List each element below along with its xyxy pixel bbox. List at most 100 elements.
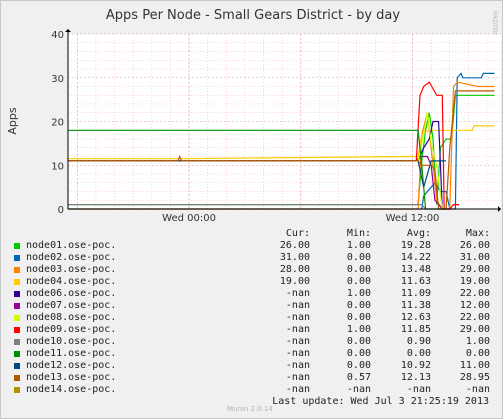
legend-min-value: 0.00 [346, 360, 371, 371]
series-line-node09-ose-poc [68, 81, 460, 210]
legend-node-name: node04.ose-poc. [26, 276, 117, 287]
legend-node-name: node08.ose-poc. [26, 312, 117, 323]
legend-node-name: node09.ose-poc. [26, 324, 117, 335]
series-line-node13-ose-poc [68, 90, 495, 210]
legend-node-name: node06.ose-poc. [26, 288, 117, 299]
legend-avg-value: 12.63 [400, 312, 431, 323]
legend-cur-value: -nan [285, 360, 310, 371]
legend-node-name: node03.ose-poc. [26, 264, 117, 275]
legend-max-value: 31.00 [459, 252, 490, 263]
legend-header: Cur: Min: Avg: Max: [9, 228, 495, 240]
legend-max-value: 28.95 [459, 372, 490, 383]
legend-min-value: 0.57 [346, 372, 371, 383]
legend-min-value: 0.00 [346, 300, 371, 311]
legend-cur-value: -nan [285, 288, 310, 299]
legend-swatch [14, 279, 20, 285]
legend-min-value: 1.00 [346, 240, 371, 251]
legend: Cur: Min: Avg: Max: node01.ose-poc. 26.00… [9, 228, 495, 396]
legend-node-name: node07.ose-poc. [26, 300, 117, 311]
x-tick-label: Wed 12:00 [386, 213, 440, 224]
legend-swatch [14, 327, 20, 333]
legend-cur-value: -nan [285, 336, 310, 347]
legend-cur-value: -nan [285, 300, 310, 311]
legend-max-value: 1.00 [465, 336, 490, 347]
legend-node-name: node13.ose-poc. [26, 372, 117, 383]
header-cur: Cur: [285, 228, 310, 239]
legend-min-value: 0.00 [346, 348, 371, 359]
legend-max-value: 29.00 [459, 264, 490, 275]
legend-node-name: node12.ose-poc. [26, 360, 117, 371]
legend-swatch [14, 303, 20, 309]
legend-max-value: 22.00 [459, 312, 490, 323]
legend-max-value: 19.00 [459, 276, 490, 287]
series-layer [68, 72, 495, 210]
y-tick-label: 0 [58, 205, 64, 216]
legend-avg-value: 12.13 [400, 372, 431, 383]
legend-avg-value: 11.63 [400, 276, 431, 287]
legend-swatch [14, 267, 20, 273]
y-axis-label: Apps [6, 107, 19, 134]
legend-swatch [14, 315, 20, 321]
chart-title: Apps Per Node - Small Gears District - b… [106, 8, 401, 23]
legend-max-value: 26.00 [459, 240, 490, 251]
y-tick-label: 10 [51, 161, 64, 172]
header-min: Min: [346, 228, 371, 239]
legend-avg-value: 19.28 [400, 240, 431, 251]
legend-max-value: 22.00 [459, 288, 490, 299]
legend-row: node01.ose-poc. 26.00 1.00 19.28 26.00 [9, 240, 495, 252]
legend-min-value: 1.00 [346, 288, 371, 299]
axes [65, 29, 501, 212]
y-tick-label: 30 [51, 74, 64, 85]
legend-swatch [14, 339, 20, 345]
legend-cur-value: 28.00 [279, 264, 310, 275]
munin-version: Munin 2.0.14 [227, 405, 273, 413]
y-tick-label: 20 [51, 118, 64, 129]
legend-rows: node01.ose-poc. 26.00 1.00 19.28 26.00 node02… [9, 240, 495, 396]
legend-cur-value: -nan [285, 384, 310, 395]
legend-avg-value: 13.48 [400, 264, 431, 275]
legend-cur-value: 19.00 [279, 276, 310, 287]
legend-cur-value: -nan [285, 324, 310, 335]
legend-node-name: node14.ose-poc. [26, 384, 117, 395]
legend-swatch [14, 351, 20, 357]
legend-avg-value: 0.90 [406, 336, 431, 347]
legend-max-value: 12.00 [459, 300, 490, 311]
legend-row: node11.ose-poc. -nan 0.00 0.00 0.00 [9, 348, 495, 360]
legend-avg-value: 0.00 [406, 348, 431, 359]
legend-cur-value: 26.00 [279, 240, 310, 251]
legend-cur-value: -nan [285, 372, 310, 383]
legend-swatch [14, 243, 20, 249]
x-axis-arrow [498, 206, 501, 212]
x-tick-label: Wed 00:00 [162, 213, 216, 224]
header-avg: Avg: [406, 228, 431, 239]
legend-min-value: 0.00 [346, 336, 371, 347]
legend-row: node14.ose-poc. -nan -nan -nan -nan [9, 384, 495, 396]
legend-cur-value: 31.00 [279, 252, 310, 263]
legend-max-value: 29.00 [459, 324, 490, 335]
legend-row: node03.ose-poc. 28.00 0.00 13.48 29.00 [9, 264, 495, 276]
y-tick-label: 40 [51, 30, 64, 41]
legend-min-value: 1.00 [346, 324, 371, 335]
legend-min-value: -nan [346, 384, 371, 395]
legend-swatch [14, 363, 20, 369]
last-update: Last update: Wed Jul 3 21:25:19 2013 [272, 396, 489, 407]
legend-swatch [14, 255, 20, 261]
legend-avg-value: 11.85 [400, 324, 431, 335]
legend-avg-value: 14.22 [400, 252, 431, 263]
y-axis-arrow [65, 29, 71, 32]
legend-min-value: 0.00 [346, 312, 371, 323]
legend-avg-value: 10.92 [400, 360, 431, 371]
legend-node-name: node10.ose-poc. [26, 336, 117, 347]
legend-node-name: node02.ose-poc. [26, 252, 117, 263]
legend-row: node09.ose-poc. -nan 1.00 11.85 29.00 [9, 324, 495, 336]
legend-max-value: 11.00 [459, 360, 490, 371]
legend-row: node08.ose-poc. -nan 0.00 12.63 22.00 [9, 312, 495, 324]
header-max: Max: [465, 228, 490, 239]
legend-node-name: node01.ose-poc. [26, 240, 117, 251]
legend-row: node10.ose-poc. -nan 0.00 0.90 1.00 [9, 336, 495, 348]
legend-max-value: -nan [465, 384, 490, 395]
legend-node-name: node11.ose-poc. [26, 348, 117, 359]
legend-swatch [14, 291, 20, 297]
tick-labels: 0 10 20 30 40 Wed 00:00 Wed 12:00 [51, 30, 439, 224]
